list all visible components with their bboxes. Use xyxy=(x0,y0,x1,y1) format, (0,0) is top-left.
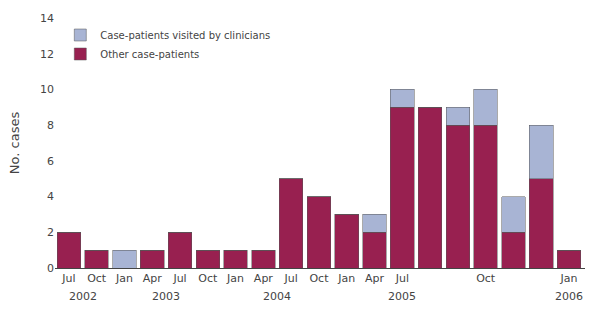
svg-text:2006: 2006 xyxy=(555,290,583,303)
svg-text:6: 6 xyxy=(47,155,54,168)
svg-text:Case-patients visited by clini: Case-patients visited by clinicians xyxy=(100,30,270,41)
svg-text:12: 12 xyxy=(40,48,54,61)
svg-text:Apr: Apr xyxy=(143,272,163,285)
svg-text:10: 10 xyxy=(40,83,54,96)
svg-text:Apr: Apr xyxy=(254,272,274,285)
svg-text:8: 8 xyxy=(47,119,54,132)
svg-text:Oct: Oct xyxy=(198,272,218,285)
svg-text:Jan: Jan xyxy=(226,272,244,285)
svg-text:Apr: Apr xyxy=(365,272,385,285)
svg-text:2004: 2004 xyxy=(263,290,291,303)
svg-text:Jul: Jul xyxy=(61,272,75,285)
svg-text:Oct: Oct xyxy=(309,272,329,285)
svg-text:Jan: Jan xyxy=(337,272,355,285)
svg-text:2: 2 xyxy=(47,226,54,239)
svg-text:0: 0 xyxy=(47,262,54,275)
svg-text:Oct: Oct xyxy=(87,272,107,285)
svg-text:Oct: Oct xyxy=(476,272,496,285)
svg-text:Other case-patients: Other case-patients xyxy=(100,49,199,60)
svg-text:2002: 2002 xyxy=(69,290,97,303)
svg-text:2005: 2005 xyxy=(388,290,416,303)
svg-text:Jul: Jul xyxy=(395,272,409,285)
svg-text:Jan: Jan xyxy=(115,272,133,285)
svg-text:Jan: Jan xyxy=(560,272,578,285)
svg-text:No. cases: No. cases xyxy=(7,112,22,175)
svg-text:14: 14 xyxy=(40,12,54,25)
svg-text:Jul: Jul xyxy=(172,272,186,285)
svg-text:Jul: Jul xyxy=(284,272,298,285)
svg-text:4: 4 xyxy=(47,190,54,203)
svg-text:2003: 2003 xyxy=(152,290,180,303)
